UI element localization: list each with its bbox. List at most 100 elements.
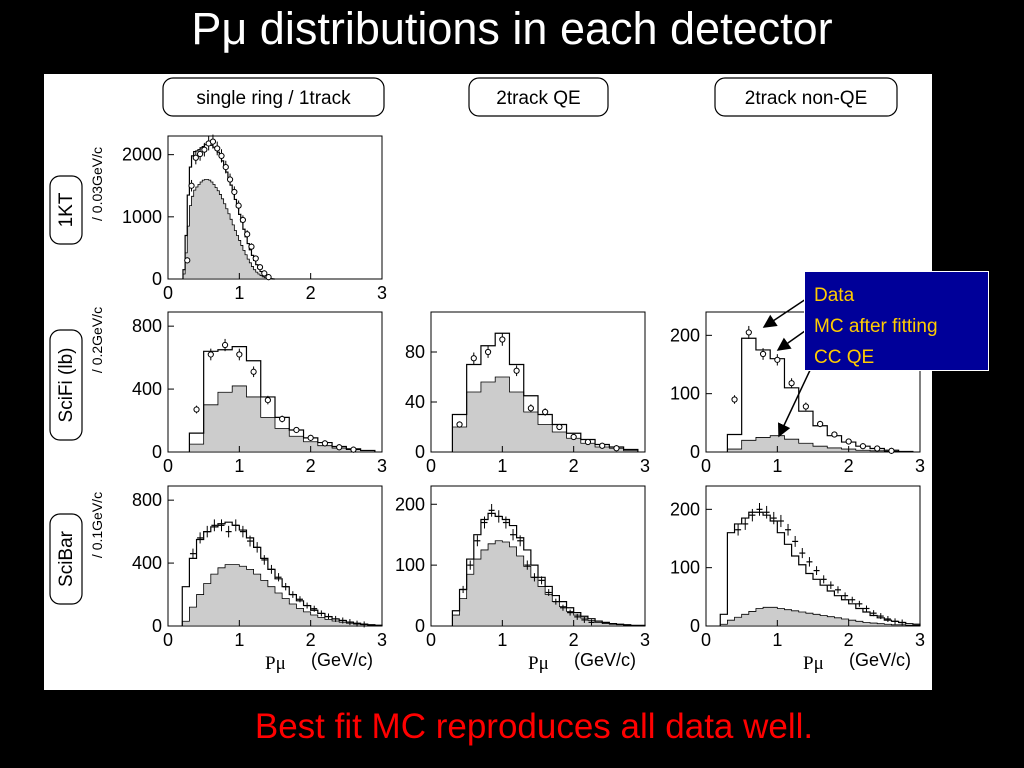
data-point — [279, 415, 286, 423]
data-point — [874, 445, 881, 452]
ccqe-histogram — [452, 540, 645, 627]
data-point — [499, 336, 506, 343]
column-header-label: 2track QE — [496, 88, 580, 109]
data-point — [307, 434, 314, 441]
data-point — [261, 270, 268, 277]
y-tick-label: 40 — [405, 392, 425, 412]
data-point — [470, 355, 477, 362]
y-tick-label: 800 — [132, 490, 162, 510]
y-tick-label: 80 — [405, 342, 425, 362]
x-axis-title: Pμ — [803, 653, 824, 674]
plot-frame — [705, 485, 921, 627]
x-tick-label: 3 — [377, 283, 387, 303]
data-point — [731, 396, 738, 403]
row-label-box — [49, 175, 83, 245]
x-tick-label: 3 — [640, 630, 650, 650]
data-point — [252, 255, 259, 262]
row-label: SciBar — [56, 530, 77, 587]
column-headers: single ring / 1track 2track QE 2track no… — [162, 77, 898, 117]
histogram-panel-scibar-single: 0 1 2 3 0 400 800 Pμ (GeV/c) — [132, 485, 387, 674]
data-point — [209, 138, 217, 145]
legend-item-data: Data — [814, 285, 855, 306]
x-axis-title: Pμ — [265, 653, 286, 674]
y-tick-label: 2000 — [122, 145, 162, 165]
data-point — [236, 351, 243, 358]
legend-box: Data MC after fitting CC QE — [804, 271, 989, 371]
ccqe-histogram — [182, 179, 275, 280]
x-tick-label: 3 — [915, 630, 925, 650]
row-label: 1KT — [56, 192, 77, 227]
x-tick-label: 2 — [844, 630, 854, 650]
data-point — [845, 438, 852, 445]
data-point — [456, 421, 463, 428]
ccqe-histogram — [719, 606, 921, 627]
x-tick-label: 2 — [306, 630, 316, 650]
data-point — [336, 444, 343, 451]
column-header-label: 2track non-QE — [745, 88, 868, 109]
row-label-box — [49, 329, 83, 441]
x-tick-label: 2 — [569, 630, 579, 650]
x-tick-label: 0 — [701, 456, 711, 476]
x-tick-label: 1 — [497, 456, 507, 476]
x-tick-label: 0 — [426, 456, 436, 476]
mc-fit-histogram — [451, 512, 646, 626]
data-point — [222, 163, 229, 171]
mc-fit-histogram — [719, 511, 921, 626]
y-tick-label: 1000 — [122, 207, 162, 227]
y-tick-label: 0 — [152, 616, 162, 636]
y-tick-label: 100 — [670, 384, 700, 404]
y-tick-label: 400 — [132, 379, 162, 399]
x-axis-title: Pμ — [528, 653, 549, 674]
data-point — [197, 150, 204, 158]
column-header-box — [714, 77, 898, 117]
x-tick-label: 3 — [640, 456, 650, 476]
data-point — [350, 446, 357, 453]
x-tick-label: 3 — [377, 456, 387, 476]
y-tick-label: 800 — [132, 316, 162, 336]
data-point — [759, 350, 767, 358]
data-point — [221, 341, 229, 349]
data-point — [239, 216, 246, 224]
x-axis-unit: (GeV/c) — [311, 650, 373, 670]
x-tick-label: 1 — [234, 456, 244, 476]
data-point — [859, 443, 867, 450]
x-tick-label: 1 — [772, 456, 782, 476]
y-tick-label: 0 — [690, 616, 700, 636]
row-ylabel: / 0.2GeV/c — [89, 307, 105, 373]
y-tick-label: 0 — [152, 269, 162, 289]
x-tick-label: 3 — [915, 456, 925, 476]
x-tick-label: 1 — [234, 630, 244, 650]
data-point — [192, 154, 199, 161]
data-point — [226, 176, 234, 183]
data-point — [321, 440, 329, 447]
x-axis-unit: (GeV/c) — [574, 650, 636, 670]
legend-item-mc: MC after fitting — [814, 316, 938, 337]
data-point — [265, 274, 272, 281]
data-point — [235, 202, 242, 209]
x-tick-label: 2 — [844, 456, 854, 476]
data-point — [599, 442, 606, 449]
data-point — [802, 403, 809, 410]
legend-arrow-ccqe — [778, 365, 813, 438]
y-tick-label: 0 — [415, 442, 425, 462]
y-tick-label: 200 — [670, 499, 700, 519]
histogram-panel-scifi-2trackqe: 0 1 2 3 0 40 80 — [405, 311, 650, 476]
y-tick-label: 200 — [670, 325, 700, 345]
histogram-panel-scifi-single: 0 1 2 3 0 400 800 — [132, 311, 387, 476]
data-point — [542, 408, 549, 416]
histogram-panel-1kt-single: 0 1 2 3 0 1000 2000 — [122, 134, 387, 303]
x-tick-label: 1 — [497, 630, 507, 650]
x-tick-label: 0 — [163, 630, 173, 650]
data-point — [570, 433, 577, 441]
column-header-label: single ring / 1track — [196, 88, 351, 109]
column-header-box — [162, 77, 385, 117]
y-tick-label: 200 — [395, 494, 425, 514]
x-tick-label: 0 — [701, 630, 711, 650]
data-point — [293, 426, 300, 434]
data-point — [214, 145, 221, 152]
data-point — [788, 380, 795, 387]
x-axis-unit: (GeV/c) — [849, 650, 911, 670]
data-point — [774, 356, 781, 363]
data-point — [613, 445, 620, 452]
data-point — [484, 348, 492, 356]
